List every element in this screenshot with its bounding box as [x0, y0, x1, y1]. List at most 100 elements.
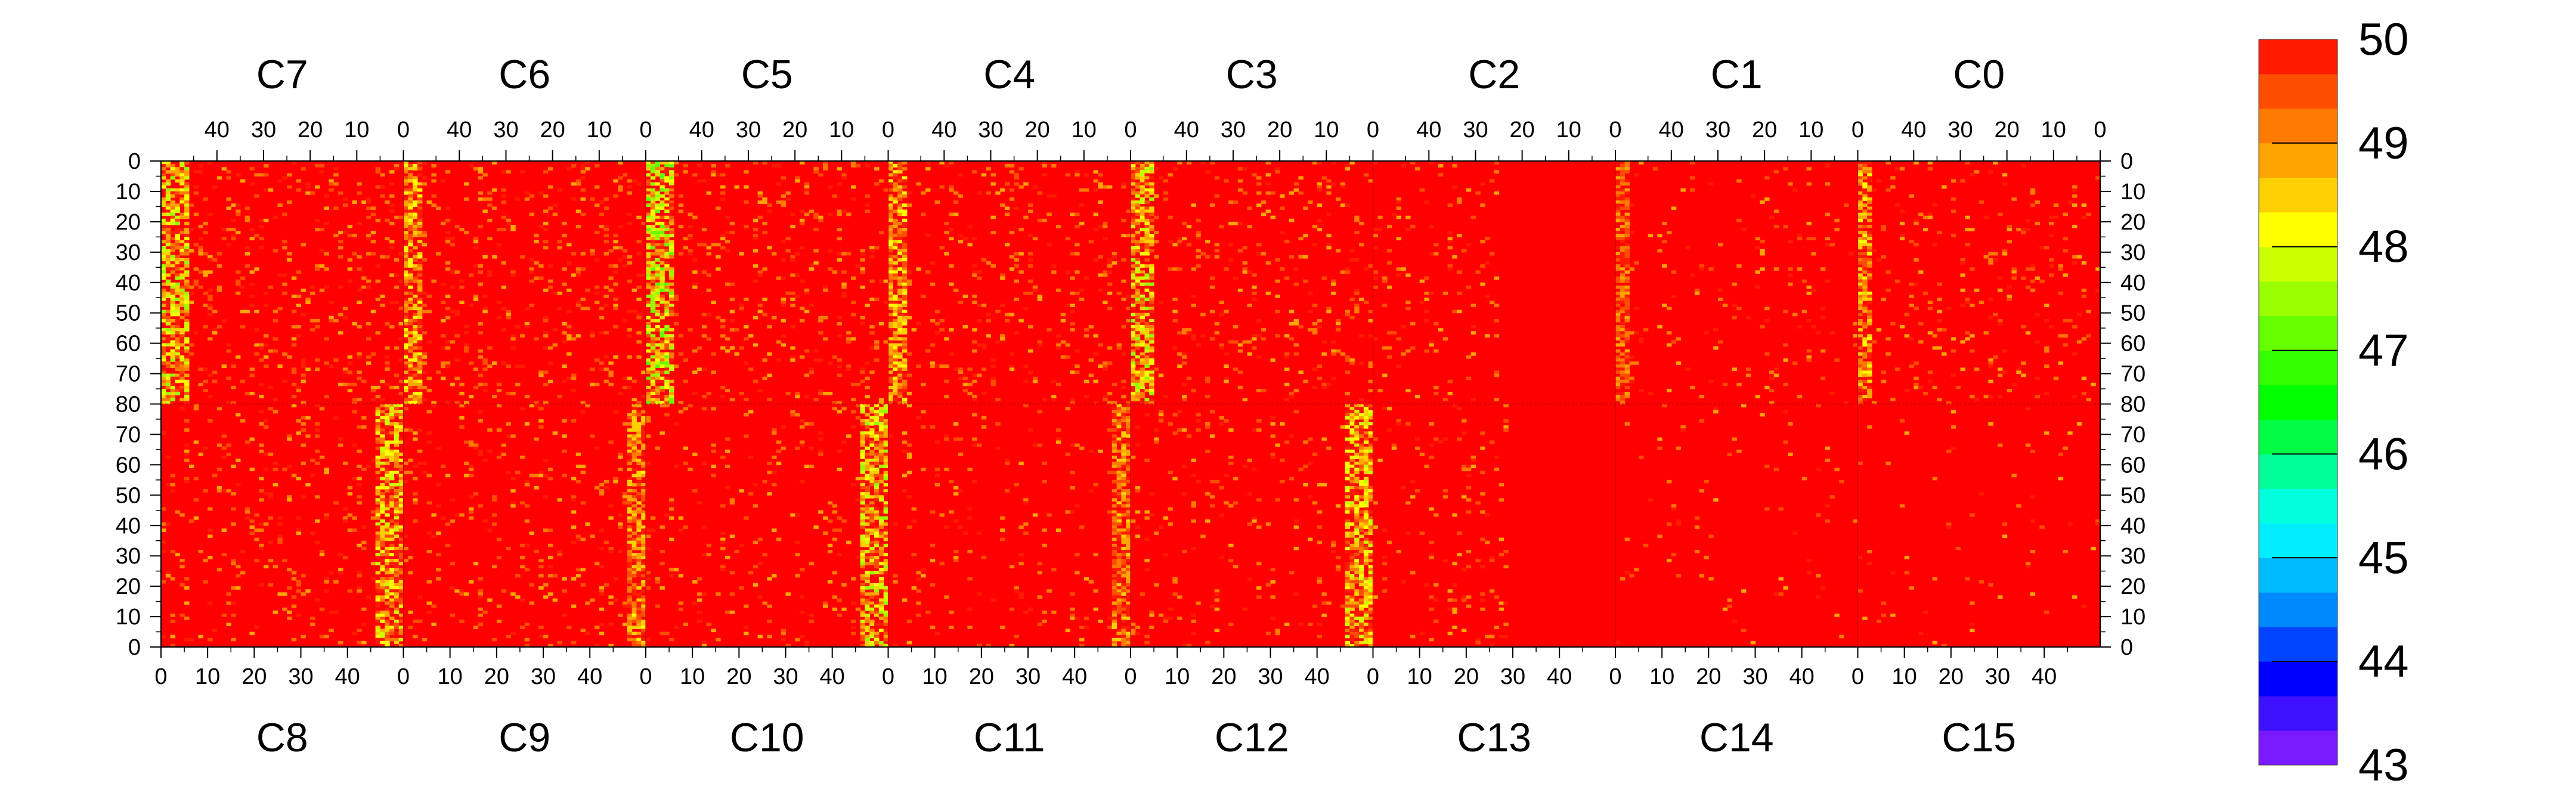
- heatmap-cell: [650, 370, 656, 374]
- heatmap-cell: [389, 416, 395, 420]
- heatmap-cell: [216, 468, 222, 472]
- heatmap-cell: [1121, 218, 1126, 222]
- heatmap-cell: [2044, 392, 2049, 395]
- heatmap-cell: [1960, 261, 1965, 265]
- heatmap-cell: [385, 513, 390, 517]
- heatmap-cell: [524, 321, 530, 326]
- heatmap-cell: [273, 462, 278, 465]
- heatmap-cell: [338, 191, 343, 195]
- heatmap-cell: [613, 307, 618, 311]
- heatmap-cell: [1820, 349, 1826, 353]
- heatmap-cell: [184, 212, 190, 216]
- heatmap-cell: [888, 206, 893, 210]
- heatmap-cell: [1457, 270, 1462, 274]
- heatmap-cell: [1135, 395, 1141, 398]
- heatmap-cell: [1895, 167, 1900, 171]
- heatmap-cell: [161, 382, 166, 386]
- heatmap-cell: [329, 315, 334, 320]
- heatmap-cell: [175, 285, 180, 289]
- heatmap-cell: [1009, 188, 1015, 192]
- heatmap-cell: [394, 562, 400, 566]
- heatmap-cell: [650, 355, 656, 359]
- heatmap-cell: [888, 252, 893, 256]
- heatmap-cell: [1671, 270, 1677, 274]
- heatmap-cell: [287, 258, 292, 262]
- heatmap-cell: [618, 176, 623, 180]
- heatmap-cell: [627, 334, 633, 338]
- heatmap-cell: [646, 389, 651, 392]
- heatmap-cell: [1331, 349, 1336, 353]
- heatmap-cell: [897, 246, 903, 250]
- heatmap-cell: [175, 170, 180, 174]
- heatmap-cell: [175, 179, 180, 183]
- heatmap-cell: [184, 206, 190, 210]
- heatmap-cell: [1149, 295, 1154, 298]
- heatmap-cell: [1014, 258, 1019, 262]
- heatmap-cell: [888, 270, 893, 274]
- heatmap-cell: [413, 194, 418, 198]
- heatmap-cell: [1093, 334, 1098, 338]
- heatmap-cell: [1396, 337, 1402, 341]
- heatmap-cell: [1950, 209, 1956, 213]
- heatmap-cell: [398, 543, 404, 547]
- heatmap-cell: [1131, 304, 1136, 308]
- heatmap-cell: [464, 349, 469, 353]
- heatmap-cell: [1466, 188, 1472, 192]
- heatmap-cell: [627, 309, 633, 314]
- heatmap-cell: [646, 173, 651, 177]
- heatmap-cell: [2058, 292, 2064, 295]
- heatmap-cell: [1158, 176, 1164, 180]
- heatmap-cell: [660, 234, 665, 237]
- heatmap-cell: [953, 191, 959, 195]
- heatmap-cell: [1615, 218, 1621, 222]
- heatmap-cell: [394, 434, 400, 438]
- heatmap-cell: [902, 267, 908, 271]
- heatmap-cell: [1895, 279, 1900, 283]
- heatmap-cell: [655, 349, 661, 353]
- heatmap-cell: [375, 476, 381, 481]
- heatmap-cell: [385, 489, 390, 493]
- heatmap-cell: [720, 385, 726, 389]
- heatmap-cell: [897, 191, 903, 195]
- heatmap-cell: [426, 440, 432, 444]
- heatmap-cell: [1131, 392, 1136, 395]
- heatmap-cell: [385, 416, 390, 420]
- heatmap-cell: [403, 161, 408, 165]
- heatmap-cell: [2002, 182, 2008, 186]
- heatmap-cell: [413, 276, 418, 280]
- heatmap-cell: [1615, 264, 1621, 268]
- heatmap-cell: [236, 355, 241, 359]
- heatmap-cell: [403, 331, 408, 335]
- heatmap-cell: [375, 610, 381, 614]
- heatmap-cell: [408, 285, 413, 289]
- heatmap-cell: [673, 295, 679, 298]
- heatmap-cell: [1624, 164, 1630, 168]
- heatmap-cell: [757, 304, 763, 308]
- heatmap-cell: [562, 221, 567, 225]
- heatmap-cell: [352, 321, 357, 326]
- heatmap-cell: [888, 337, 893, 341]
- heatmap-cell: [1867, 385, 1872, 389]
- heatmap-cell: [398, 643, 404, 648]
- heatmap-cell: [1196, 343, 1201, 347]
- heatmap-cell: [394, 453, 400, 456]
- heatmap-cell: [2030, 267, 2036, 271]
- heatmap-cell: [646, 285, 651, 289]
- heatmap-cell: [375, 419, 381, 423]
- heatmap-cell: [664, 352, 670, 356]
- heatmap-cell: [170, 249, 176, 253]
- heatmap-cell: [175, 292, 180, 295]
- heatmap-cell: [1135, 270, 1141, 274]
- heatmap-cell: [1149, 392, 1154, 395]
- heatmap-cell: [1620, 240, 1626, 244]
- heatmap-cell: [888, 392, 893, 395]
- heatmap-cell: [385, 504, 390, 508]
- heatmap-cell: [1098, 173, 1103, 177]
- heatmap-cell: [1862, 182, 1868, 186]
- heatmap-cell: [944, 364, 949, 368]
- heatmap-cell: [1135, 176, 1141, 180]
- heatmap-cell: [1340, 203, 1346, 207]
- heatmap-cell: [2021, 325, 2026, 329]
- heatmap-cell: [1121, 185, 1126, 189]
- heatmap-cell: [1349, 361, 1355, 365]
